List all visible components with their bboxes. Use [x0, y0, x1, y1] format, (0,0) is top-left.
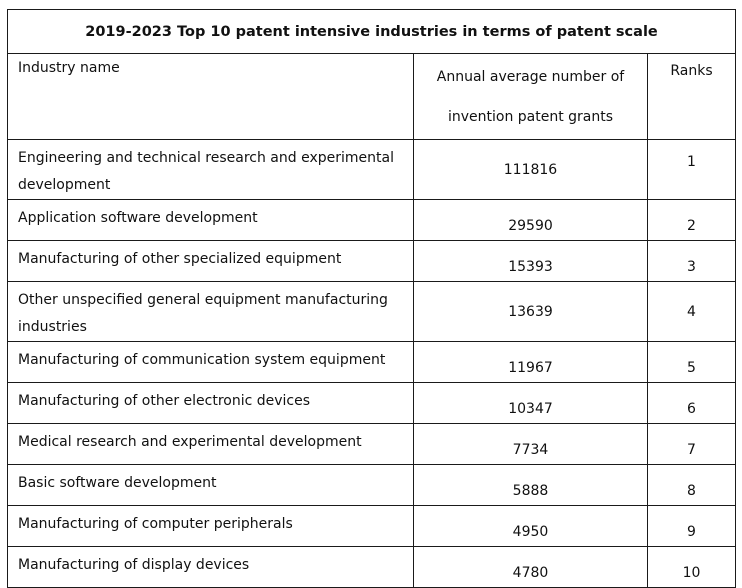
industry-name-cell: Manufacturing of other specialized equip…	[7, 240, 414, 282]
table-row: Engineering and technical research and e…	[7, 139, 736, 200]
table-row: Manufacturing of display devices 4780 10	[7, 546, 736, 588]
table-row: Manufacturing of other specialized equip…	[7, 240, 736, 282]
industry-name-cell: Manufacturing of computer peripherals	[7, 505, 414, 547]
industry-name-cell: Other unspecified general equipment manu…	[7, 281, 414, 342]
grants-count-cell: 5888	[413, 464, 648, 506]
header-ranks: Ranks	[647, 53, 736, 140]
table-row: Manufacturing of communication system eq…	[7, 341, 736, 383]
rank-cell: 5	[647, 341, 736, 383]
industry-name-cell: Engineering and technical research and e…	[7, 139, 414, 200]
rank-cell: 9	[647, 505, 736, 547]
title-row: 2019-2023 Top 10 patent intensive indust…	[7, 9, 736, 54]
header-annual-average-grants: Annual average number of invention paten…	[413, 53, 648, 140]
rank-cell: 4	[647, 281, 736, 342]
industry-name-cell: Medical research and experimental develo…	[7, 423, 414, 465]
table-title: 2019-2023 Top 10 patent intensive indust…	[7, 9, 736, 54]
grants-count-cell: 7734	[413, 423, 648, 465]
industry-name-cell: Manufacturing of other electronic device…	[7, 382, 414, 424]
document-page: 2019-2023 Top 10 patent intensive indust…	[7, 9, 736, 588]
industry-name-cell: Basic software development	[7, 464, 414, 506]
rank-cell: 2	[647, 199, 736, 241]
table-row: Manufacturing of computer peripherals 49…	[7, 505, 736, 547]
grants-count-cell: 11967	[413, 341, 648, 383]
rank-cell: 3	[647, 240, 736, 282]
rank-cell: 10	[647, 546, 736, 588]
grants-count-cell: 111816	[413, 139, 648, 200]
grants-count-cell: 29590	[413, 199, 648, 241]
industry-name-cell: Manufacturing of display devices	[7, 546, 414, 588]
table-row: Medical research and experimental develo…	[7, 423, 736, 465]
grants-count-cell: 13639	[413, 281, 648, 342]
rank-cell: 7	[647, 423, 736, 465]
industry-name-cell: Manufacturing of communication system eq…	[7, 341, 414, 383]
grants-count-cell: 4950	[413, 505, 648, 547]
table-row: Manufacturing of other electronic device…	[7, 382, 736, 424]
rank-cell: 1	[647, 139, 736, 200]
patent-industries-table: 2019-2023 Top 10 patent intensive indust…	[7, 9, 736, 588]
table-row: Application software development 29590 2	[7, 199, 736, 241]
table-row: Other unspecified general equipment manu…	[7, 281, 736, 342]
grants-count-cell: 4780	[413, 546, 648, 588]
table-row: Basic software development 5888 8	[7, 464, 736, 506]
grants-count-cell: 10347	[413, 382, 648, 424]
header-industry-name: Industry name	[7, 53, 414, 140]
grants-count-cell: 15393	[413, 240, 648, 282]
industry-name-cell: Application software development	[7, 199, 414, 241]
header-row: Industry name Annual average number of i…	[7, 53, 736, 140]
rank-cell: 6	[647, 382, 736, 424]
rank-cell: 8	[647, 464, 736, 506]
